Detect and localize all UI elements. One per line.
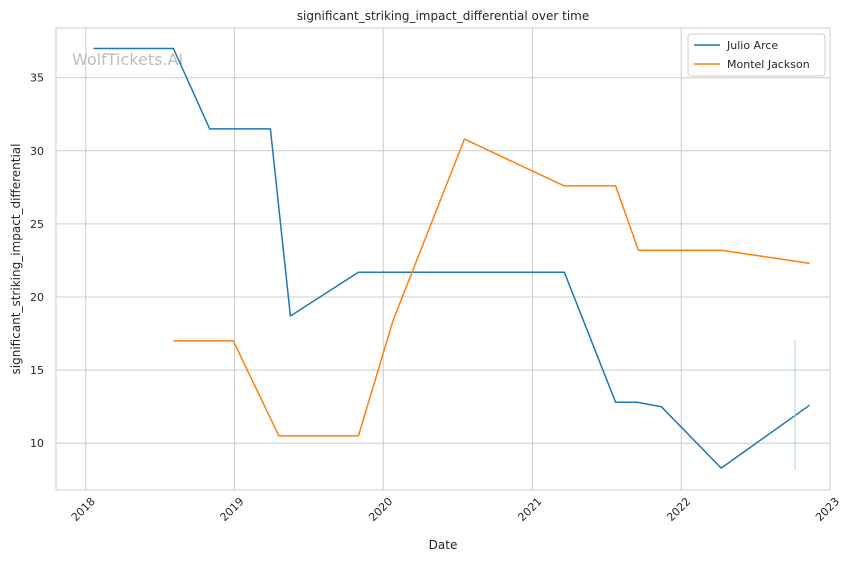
y-tick-label: 10 <box>30 437 44 450</box>
x-tick-label: 2022 <box>664 495 693 524</box>
y-tick-label: 20 <box>30 291 44 304</box>
y-tick-label: 30 <box>30 145 44 158</box>
x-axis-ticks: 2018 2019 2020 2021 2022 2023 <box>69 495 841 524</box>
x-tick-label: 2018 <box>69 495 98 524</box>
y-tick-label: 15 <box>30 364 44 377</box>
watermark: WolfTickets.AI <box>72 50 183 69</box>
y-tick-label: 35 <box>30 72 44 85</box>
legend-entry: Montel Jackson <box>727 58 810 71</box>
x-axis-label: Date <box>429 538 458 552</box>
y-tick-label: 25 <box>30 218 44 231</box>
y-axis-ticks: 10 15 20 25 30 35 <box>30 72 44 451</box>
legend-entry: Julio Arce <box>726 39 778 52</box>
legend: Julio Arce Montel Jackson <box>687 33 826 77</box>
x-tick-label: 2019 <box>218 495 247 524</box>
x-tick-label: 2023 <box>813 495 841 524</box>
y-axis-label: significant_striking_impact_differential <box>9 144 23 375</box>
grid <box>56 28 831 490</box>
series-line-julio-arce <box>93 47 811 469</box>
chart-title: significant_striking_impact_differential… <box>297 9 589 23</box>
plot-area <box>55 27 831 491</box>
x-tick-label: 2020 <box>366 495 395 524</box>
legend-box <box>687 33 826 77</box>
series-lines <box>93 47 811 469</box>
x-tick-label: 2021 <box>515 495 544 524</box>
series-line-montel-jackson <box>173 138 810 437</box>
